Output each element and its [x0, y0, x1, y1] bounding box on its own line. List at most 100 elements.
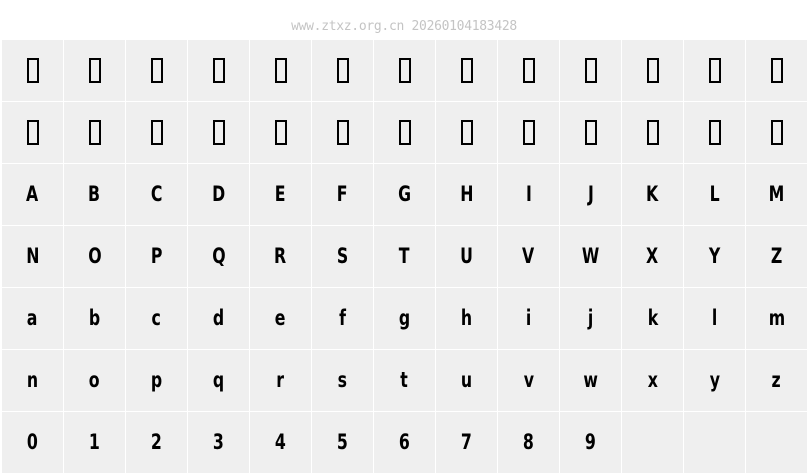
- missing-glyph-icon: [88, 58, 101, 83]
- glyph: f: [339, 306, 346, 330]
- glyph: E: [275, 182, 286, 206]
- glyph: Z: [770, 244, 783, 268]
- glyph-cell: i: [498, 288, 559, 349]
- glyph-cell: D: [188, 164, 249, 225]
- glyph-cell: b: [64, 288, 125, 349]
- glyph: h: [460, 306, 473, 330]
- empty-cell: [684, 412, 745, 473]
- glyph-cell: c: [126, 288, 187, 349]
- glyph: 3: [213, 430, 224, 454]
- missing-glyph-icon: [26, 58, 39, 83]
- glyph: 5: [337, 430, 348, 454]
- glyph-cell: k: [622, 288, 683, 349]
- glyph-cell: r: [250, 350, 311, 411]
- glyph-cell-missing: [560, 40, 621, 101]
- glyph: o: [89, 368, 100, 392]
- glyph-cell: T: [374, 226, 435, 287]
- glyph-cell-missing: [250, 102, 311, 163]
- missing-glyph-icon: [584, 120, 597, 145]
- glyph: 2: [151, 430, 162, 454]
- glyph: b: [88, 306, 101, 330]
- glyph-cell: 5: [312, 412, 373, 473]
- missing-glyph-icon: [336, 58, 349, 83]
- empty-cell: [746, 412, 807, 473]
- missing-glyph-icon: [150, 120, 163, 145]
- glyph-cell: j: [560, 288, 621, 349]
- glyph: s: [337, 368, 348, 392]
- glyph: n: [26, 368, 39, 392]
- glyph-cell: J: [560, 164, 621, 225]
- glyph-cell-missing: [188, 40, 249, 101]
- glyph-cell: a: [2, 288, 63, 349]
- missing-glyph-icon: [522, 58, 535, 83]
- glyph-cell-missing: [498, 102, 559, 163]
- missing-glyph-icon: [460, 120, 473, 145]
- glyph-cell: Z: [746, 226, 807, 287]
- glyph: W: [581, 244, 600, 268]
- glyph-cell-missing: [126, 102, 187, 163]
- glyph: 8: [523, 430, 534, 454]
- missing-glyph-icon: [212, 58, 225, 83]
- missing-glyph-icon: [708, 58, 721, 83]
- glyph: L: [709, 182, 720, 206]
- glyph-cell: G: [374, 164, 435, 225]
- glyph: p: [150, 368, 163, 392]
- glyph-cell: u: [436, 350, 497, 411]
- glyph-cell: p: [126, 350, 187, 411]
- glyph: G: [398, 182, 411, 206]
- glyph: C: [150, 182, 163, 206]
- glyph: P: [150, 244, 163, 268]
- glyph: k: [647, 306, 658, 330]
- glyph-cell: n: [2, 350, 63, 411]
- glyph: 7: [461, 430, 472, 454]
- missing-glyph-icon: [522, 120, 535, 145]
- glyph: M: [768, 182, 785, 206]
- missing-glyph-icon: [708, 120, 721, 145]
- glyph: z: [771, 368, 782, 392]
- glyph-cell: m: [746, 288, 807, 349]
- glyph-cell-missing: [2, 40, 63, 101]
- glyph-cell: l: [684, 288, 745, 349]
- glyph-cell: N: [2, 226, 63, 287]
- glyph-cell: R: [250, 226, 311, 287]
- glyph: w: [583, 368, 598, 392]
- glyph-cell: s: [312, 350, 373, 411]
- missing-glyph-icon: [460, 58, 473, 83]
- missing-glyph-icon: [336, 120, 349, 145]
- glyph-cell-missing: [64, 40, 125, 101]
- glyph-cell: x: [622, 350, 683, 411]
- glyph-cell: O: [64, 226, 125, 287]
- missing-glyph-icon: [770, 58, 783, 83]
- glyph: l: [711, 306, 718, 330]
- glyph-cell: 6: [374, 412, 435, 473]
- glyph-cell-missing: [684, 102, 745, 163]
- glyph-cell: e: [250, 288, 311, 349]
- glyph-cell: H: [436, 164, 497, 225]
- glyph-cell-missing: [374, 40, 435, 101]
- glyph: J: [587, 182, 594, 206]
- glyph-cell: A: [2, 164, 63, 225]
- glyph-cell: v: [498, 350, 559, 411]
- missing-glyph-icon: [274, 58, 287, 83]
- missing-glyph-icon: [646, 58, 659, 83]
- glyph-cell-missing: [374, 102, 435, 163]
- glyph-cell: f: [312, 288, 373, 349]
- glyph-cell: P: [126, 226, 187, 287]
- glyph: Q: [211, 244, 226, 268]
- glyph-cell-missing: [560, 102, 621, 163]
- glyph-cell-missing: [188, 102, 249, 163]
- glyph: R: [274, 244, 287, 268]
- glyph: B: [88, 182, 101, 206]
- glyph-cell-missing: [64, 102, 125, 163]
- glyph-cell: W: [560, 226, 621, 287]
- glyph-cell-missing: [2, 102, 63, 163]
- glyph-cell: q: [188, 350, 249, 411]
- glyph-cell: 1: [64, 412, 125, 473]
- glyph: a: [27, 306, 38, 330]
- watermark: www.ztxz.org.cn 20260104183428: [291, 19, 517, 34]
- glyph-cell: 9: [560, 412, 621, 473]
- glyph-cell-missing: [312, 40, 373, 101]
- glyph-cell-missing: [436, 102, 497, 163]
- glyph: X: [646, 244, 659, 268]
- glyph-cell: E: [250, 164, 311, 225]
